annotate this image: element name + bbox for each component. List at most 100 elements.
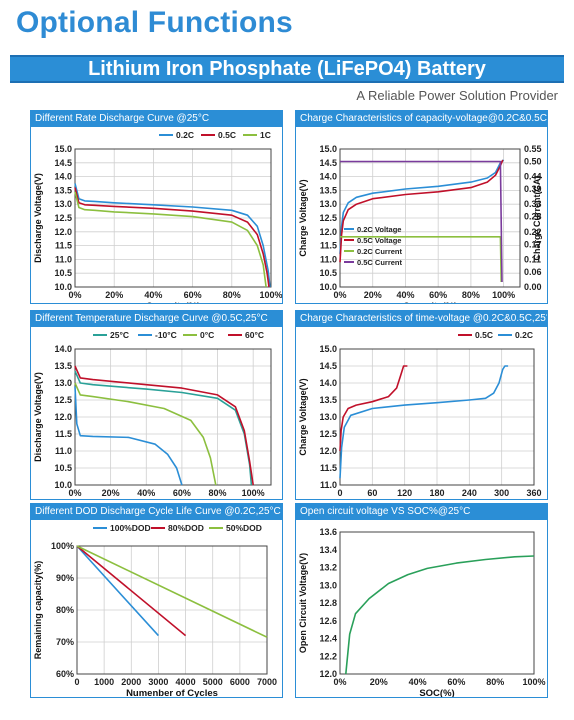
chart-panel-charge-capacity-voltage: Charge Characteristics of capacity-volta… [295, 110, 548, 304]
chart-title: Different Rate Discharge Curve @25°C [31, 111, 282, 127]
y-tick-label: 11.0 [320, 480, 337, 490]
x-tick-label: 1000 [94, 677, 114, 687]
x-tick-label: 0% [333, 677, 346, 687]
y-tick-label: 12.8 [319, 598, 337, 608]
x-tick-label: 100% [522, 677, 545, 687]
y-tick-label: 90% [56, 573, 74, 583]
y-tick-label: 10.0 [54, 282, 72, 292]
series-line-0-5c [74, 187, 270, 288]
y-tick-label: 13.0 [54, 199, 72, 209]
chart-title: Charge Characteristics of capacity-volta… [296, 111, 547, 127]
y-tick-label: 11.0 [320, 254, 337, 264]
series-line--10-c [74, 386, 183, 486]
x-tick-label: 40% [409, 677, 427, 687]
y-tick-label: 13.6 [319, 527, 337, 537]
product-banner: Lithium Iron Phosphate (LiFePO4) Battery [10, 55, 564, 83]
y-tick-label: 12.0 [319, 446, 337, 456]
y-axis-label: Open Circuit Voltage(V) [298, 553, 308, 653]
y-axis-label: Charge Voltage(V) [298, 179, 308, 256]
y-tick-label: 11.0 [55, 446, 72, 456]
y-tick-label: 10.0 [54, 480, 72, 490]
y-tick-label: 60% [56, 669, 74, 679]
charge-time-voltage-chart: 0 60 120 180 240 300 360 11.0 11.5 12.0 12.5 13.0 13… [298, 330, 542, 498]
y-axis-label: Remaining capacity(%) [33, 561, 43, 660]
x-tick-label: 100% [242, 488, 265, 498]
chart-panel-discharge-temperature: Different Temperature Discharge Curve @0… [30, 310, 283, 500]
x-axis-label: Numenber of Cycles [126, 688, 218, 697]
x-tick-label: 2000 [121, 677, 141, 687]
y2-tick-label: 0.50 [524, 157, 542, 167]
legend-label: 0.2C [176, 130, 194, 140]
x-tick-label: 6000 [230, 677, 250, 687]
x-tick-label: 100% [492, 290, 515, 300]
legend-label: 0.5C Current [357, 258, 403, 267]
series-line-0-5c-voltage [339, 159, 504, 263]
y2-tick-label: 0.22 [524, 227, 542, 237]
y-tick-label: 12.5 [54, 395, 72, 405]
page-title: Optional Functions [16, 6, 293, 39]
y-tick-label: 12.5 [319, 429, 337, 439]
x-tick-label: 7000 [257, 677, 277, 687]
y-tick-label: 12.4 [319, 634, 337, 644]
cycle-life-chart: 0 1000 2000 3000 4000 5000 6000 7000 60% 70% 80% 90… [33, 523, 277, 697]
chart-title: Different Temperature Discharge Curve @0… [31, 311, 282, 327]
y-tick-label: 12.0 [54, 227, 72, 237]
y-tick-label: 14.5 [319, 361, 337, 371]
y-tick-label: 13.0 [319, 580, 337, 590]
discharge-temperature-chart: 0% 20% 40% 60% 80% 100% 10.0 10.5 11.0 11.5 12.0 12… [33, 330, 272, 498]
series-line-0-c [74, 382, 217, 486]
ocv-soc-chart: 0% 20% 40% 60% 80% 100% 12.0 12.2 12.4 12.6 12.8 13… [298, 527, 546, 697]
y2-tick-label: 0.55 [524, 144, 542, 154]
y-tick-label: 100% [51, 541, 74, 551]
y-axis-label: Discharge Voltage(V) [33, 173, 43, 263]
x-tick-label: 20% [102, 488, 120, 498]
y-tick-label: 13.5 [54, 185, 72, 195]
x-tick-label: 20% [370, 677, 388, 687]
plot-frame [74, 148, 272, 288]
y-tick-label: 14.0 [54, 172, 72, 182]
x-tick-label: 0% [68, 290, 81, 300]
y-tick-label: 15.0 [54, 144, 72, 154]
x-tick-label: 240 [462, 488, 477, 498]
y2-tick-label: 0.28 [524, 212, 542, 222]
y-tick-label: 12.5 [319, 213, 337, 223]
y-tick-label: 12.0 [54, 412, 72, 422]
y-tick-label: 80% [56, 605, 74, 615]
chart-panel-ocv-soc: Open circuit voltage VS SOC%@25°C 0% 20% 4… [295, 503, 548, 698]
chart-panel-cycle-life: Different DOD Discharge Cycle Life Curve… [30, 503, 283, 698]
x-tick-label: 80% [486, 677, 504, 687]
y2-axis-label: Charge Current(CA) [532, 175, 542, 260]
series-line-0-2c-current [340, 236, 502, 283]
chart-panel-charge-time-voltage: Charge Characteristics of time-voltage @… [295, 310, 548, 500]
y2-tick-label: 0.33 [524, 199, 542, 209]
y2-tick-label: 0.06 [524, 267, 542, 277]
legend-label: 100%DOD [110, 523, 151, 533]
y-tick-label: 12.0 [319, 227, 337, 237]
legend-label: 80%DOD [168, 523, 204, 533]
legend-label: 0.5C [475, 330, 493, 340]
y-axis-label: Charge Voltage(V) [298, 378, 308, 455]
x-axis-label: Capacity(%) [146, 301, 200, 303]
x-tick-label: 80% [223, 290, 241, 300]
x-tick-label: 60% [184, 290, 202, 300]
y2-tick-label: 0.39 [524, 184, 542, 194]
x-tick-label: 5000 [203, 677, 223, 687]
x-tick-label: 3000 [148, 677, 168, 687]
series-line-80-dod [76, 545, 187, 637]
legend-label: 0.2C Voltage [357, 225, 401, 234]
series-line-0-2c [74, 183, 271, 288]
legend-label: 50%DOD [226, 523, 262, 533]
x-tick-label: 60% [429, 290, 447, 300]
plot-frame [76, 545, 268, 675]
y-tick-label: 14.0 [319, 172, 337, 182]
series-line-50-dod [76, 545, 268, 638]
x-tick-label: 300 [494, 488, 509, 498]
y-tick-label: 14.5 [54, 158, 72, 168]
tagline: A Reliable Power Solution Provider [356, 88, 558, 103]
y-tick-label: 11.5 [55, 241, 72, 251]
plot-frame [339, 148, 521, 288]
y-tick-label: 14.0 [319, 378, 337, 388]
x-tick-label: 4000 [176, 677, 196, 687]
discharge-rate-chart: 0% 20% 40% 60% 80% 100% 10.0 10.5 11.0 11.5 12.0 12… [33, 130, 282, 303]
series-line-0-5c-current [340, 160, 503, 283]
